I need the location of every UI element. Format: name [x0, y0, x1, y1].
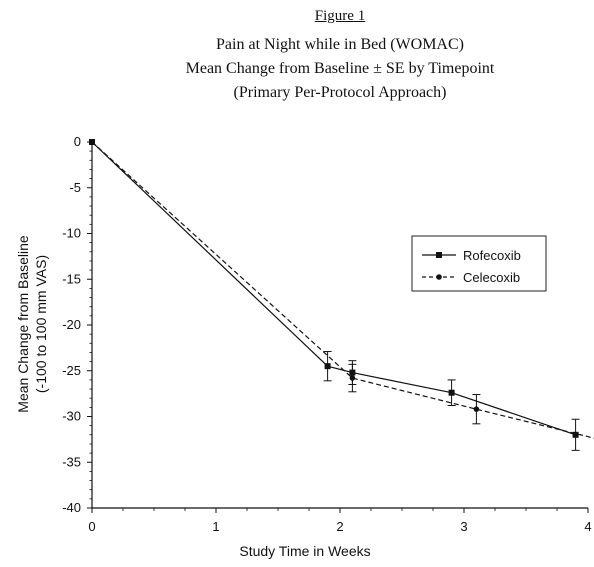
- y-axis-label-units: (-100 to 100 mm VAS): [33, 255, 49, 393]
- data-point-circle: [89, 139, 95, 145]
- x-tick-label: 0: [88, 519, 95, 534]
- chart-title: Pain at Night while in Bed (WOMAC): [216, 36, 464, 53]
- y-tick-label: -35: [62, 454, 81, 469]
- data-point-circle: [349, 375, 356, 381]
- series-celecoxib: [89, 139, 594, 439]
- y-tick-label: -25: [62, 363, 81, 378]
- chart-subtitle-2: (Primary Per-Protocol Approach): [233, 84, 447, 101]
- legend-marker-square: [436, 252, 442, 258]
- y-axis-label: Mean Change from Baseline: [15, 235, 31, 413]
- legend-label-rofecoxib: Rofecoxib: [463, 248, 521, 263]
- series-line-celecoxib: [91, 141, 594, 439]
- data-point-circle: [473, 406, 480, 412]
- axes: [91, 142, 588, 509]
- series-rofecoxib: [89, 139, 580, 451]
- series-layer: [89, 139, 594, 451]
- legend-marker-circle: [436, 274, 442, 280]
- y-tick-label: -10: [62, 226, 81, 241]
- y-tick-label: 0: [74, 134, 81, 149]
- x-tick-label: 3: [460, 519, 467, 534]
- y-tick-label: -15: [62, 271, 81, 286]
- legend: Rofecoxib Celecoxib: [411, 235, 547, 292]
- legend-label-celecoxib: Celecoxib: [463, 270, 520, 285]
- y-tick-label: -40: [62, 500, 81, 515]
- y-tick-label: -5: [69, 180, 81, 195]
- y-axis-ticks: 0 -5 -10 -15 -20 -25 -30 -35 -40: [62, 134, 92, 515]
- x-axis-label: Study Time in Weeks: [239, 543, 370, 559]
- figure-label: Figure 1: [314, 8, 366, 24]
- y-tick-label: -20: [62, 317, 81, 332]
- x-tick-label: 1: [212, 519, 219, 534]
- legend-box: [411, 235, 547, 292]
- y-tick-label: -30: [62, 409, 81, 424]
- data-point-square: [324, 363, 331, 370]
- chart-subtitle: Mean Change from Baseline ± SE by Timepo…: [185, 60, 495, 77]
- x-tick-label: 2: [336, 519, 343, 534]
- x-axis-ticks: 0 1 2 3 4: [88, 508, 592, 534]
- data-point-square: [572, 431, 579, 438]
- data-point-square: [448, 389, 455, 396]
- x-tick-label: 4: [584, 519, 591, 534]
